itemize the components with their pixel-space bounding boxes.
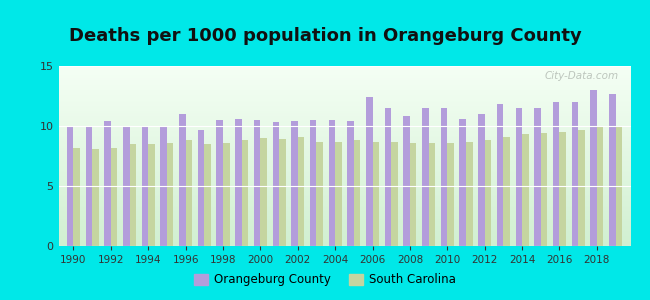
Bar [422,108,428,246]
Bar [578,130,585,246]
Bar [204,144,211,246]
Bar [310,120,317,246]
Bar [616,127,622,246]
Bar [254,120,261,246]
Bar [485,140,491,246]
Bar [609,94,616,246]
Bar [161,126,167,246]
Legend: Orangeburg County, South Carolina: Orangeburg County, South Carolina [190,269,460,291]
Bar [298,137,304,246]
Bar [291,121,298,246]
Bar [366,97,372,246]
Bar [67,127,73,246]
Bar [534,108,541,246]
Bar [86,127,92,246]
Bar [466,142,473,246]
Bar [560,132,566,246]
Bar [354,140,360,246]
Bar [515,108,522,246]
Bar [272,122,279,246]
Bar [279,139,285,246]
Bar [410,143,417,246]
Bar [571,102,578,246]
Text: City-Data.com: City-Data.com [545,71,619,81]
Bar [460,119,466,246]
Bar [216,120,223,246]
Bar [73,148,80,246]
Bar [503,137,510,246]
Bar [148,144,155,246]
Bar [123,126,129,246]
Bar [111,148,118,246]
Bar [553,102,560,246]
Bar [186,140,192,246]
Bar [235,119,242,246]
Bar [428,143,435,246]
Bar [142,126,148,246]
Bar [385,108,391,246]
Bar [198,130,204,246]
Bar [223,143,229,246]
Bar [447,143,454,246]
Bar [541,133,547,246]
Bar [335,142,342,246]
Bar [242,140,248,246]
Bar [129,144,136,246]
Bar [522,134,528,246]
Bar [404,116,410,246]
Bar [329,120,335,246]
Bar [590,90,597,246]
Bar [261,138,267,246]
Bar [441,108,447,246]
Bar [497,104,503,246]
Bar [317,142,323,246]
Bar [391,142,398,246]
Bar [372,142,379,246]
Bar [179,114,186,246]
Bar [167,143,174,246]
Bar [597,127,603,246]
Text: Deaths per 1000 population in Orangeburg County: Deaths per 1000 population in Orangeburg… [69,27,581,45]
Bar [92,149,99,246]
Bar [478,114,485,246]
Bar [104,121,111,246]
Bar [347,121,354,246]
